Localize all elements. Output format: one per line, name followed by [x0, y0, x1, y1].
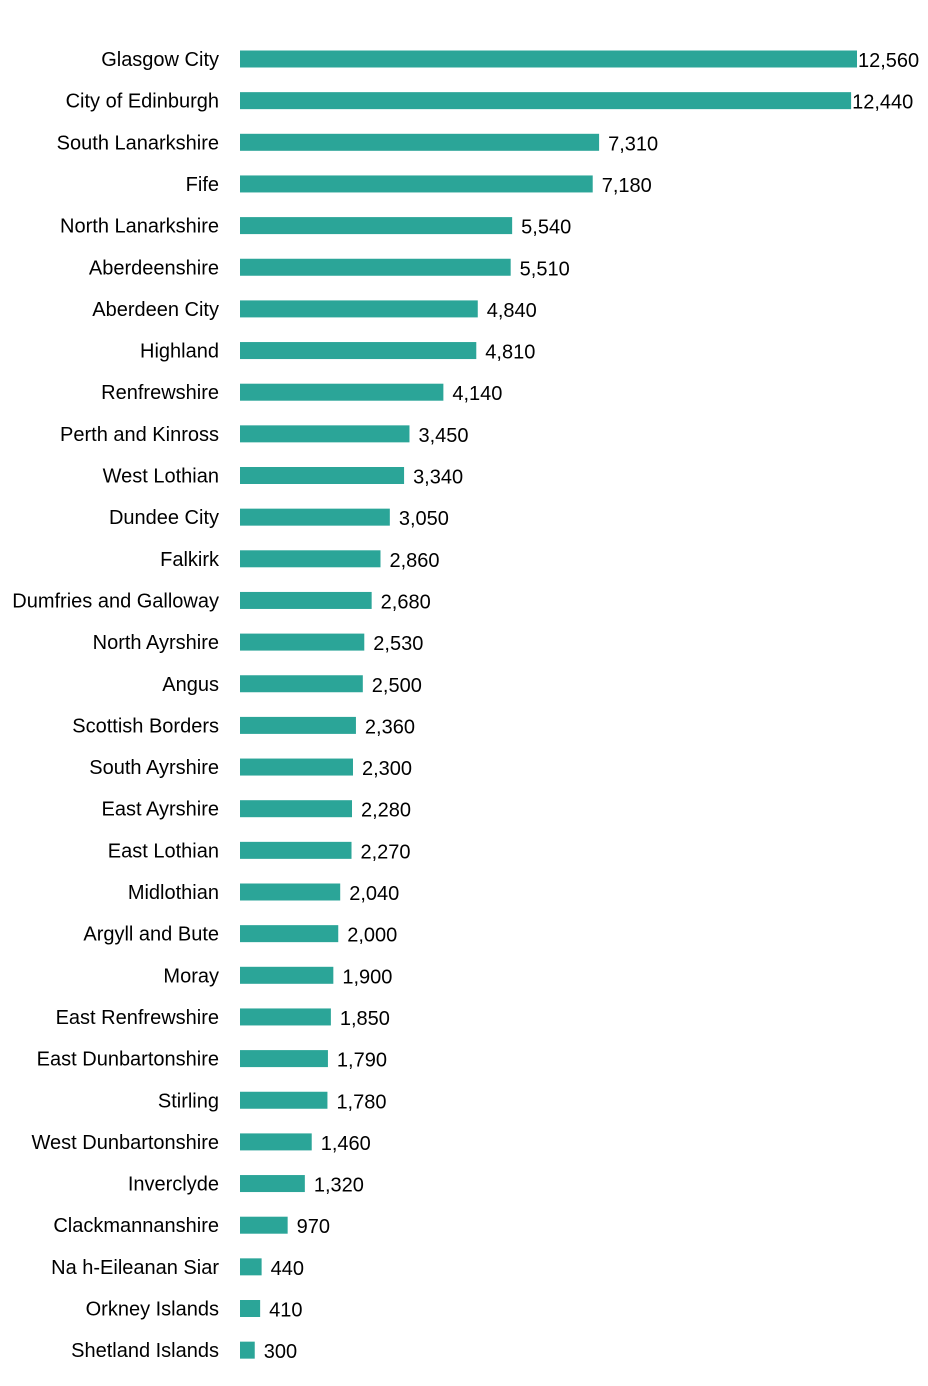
category-label: North Lanarkshire [60, 216, 219, 238]
category-label: East Dunbartonshire [37, 1049, 219, 1071]
bar [240, 1341, 255, 1359]
category-label: Midlothian [128, 882, 219, 904]
bar [240, 342, 477, 360]
category-label: Aberdeen City [92, 299, 219, 321]
chart-rows: Glasgow City 12,560 City of Edinburgh 12,44… [12, 49, 919, 1363]
value-label: 300 [264, 1341, 297, 1363]
bar [240, 1175, 305, 1193]
category-label: Orkney Islands [86, 1299, 219, 1321]
category-label: Moray [163, 965, 219, 987]
bar [240, 92, 852, 110]
bar [240, 841, 352, 859]
bar [240, 1258, 262, 1276]
value-label: 1,320 [314, 1175, 364, 1197]
category-label: East Renfrewshire [56, 1007, 219, 1029]
value-label: 1,780 [336, 1091, 386, 1113]
value-label: 7,180 [602, 175, 652, 197]
bar [240, 633, 365, 651]
bar [240, 966, 334, 984]
value-label: 2,000 [347, 925, 397, 947]
value-label: 1,900 [342, 966, 392, 988]
bar [240, 300, 478, 318]
value-label: 3,450 [418, 425, 468, 447]
category-label: Clackmannanshire [53, 1215, 219, 1237]
category-label: West Dunbartonshire [32, 1132, 220, 1154]
value-label: 5,540 [521, 217, 571, 239]
bar [240, 883, 341, 901]
category-label: Perth and Kinross [60, 424, 219, 446]
bar [240, 591, 372, 609]
value-label: 970 [297, 1216, 330, 1238]
category-label: Stirling [158, 1090, 219, 1112]
category-label: Renfrewshire [101, 382, 219, 404]
category-label: Dundee City [109, 507, 219, 529]
value-label: 1,790 [337, 1050, 387, 1072]
value-label: 2,860 [389, 550, 439, 572]
bar [240, 1091, 328, 1109]
value-label: 4,810 [485, 342, 535, 364]
category-label: Shetland Islands [71, 1340, 219, 1362]
category-label: West Lothian [103, 466, 219, 488]
bar [240, 425, 410, 443]
bar [240, 258, 511, 276]
bar [240, 50, 857, 68]
value-label: 2,270 [361, 841, 411, 863]
category-label: South Ayrshire [89, 757, 219, 779]
bar [240, 1216, 288, 1234]
bar [240, 1050, 328, 1068]
category-label: City of Edinburgh [66, 91, 219, 113]
bar [240, 383, 444, 401]
value-label: 2,300 [362, 758, 412, 780]
value-label: 7,310 [608, 133, 658, 155]
value-label: 3,050 [399, 508, 449, 530]
value-label: 2,040 [349, 883, 399, 905]
bar [240, 133, 600, 151]
value-label: 410 [269, 1300, 302, 1322]
bar [240, 925, 339, 943]
value-label: 12,560 [858, 50, 919, 72]
bar [240, 758, 353, 776]
category-label: Dumfries and Galloway [12, 590, 219, 612]
category-label: Aberdeenshire [89, 257, 219, 279]
category-label: East Lothian [108, 840, 219, 862]
value-label: 12,440 [852, 92, 913, 114]
bar [240, 508, 390, 526]
value-label: 440 [271, 1258, 304, 1280]
category-label: Falkirk [160, 549, 220, 571]
value-label: 2,280 [361, 800, 411, 822]
value-label: 4,840 [487, 300, 537, 322]
bar [240, 1008, 331, 1026]
category-label: Na h-Eileanan Siar [51, 1257, 219, 1279]
value-label: 2,360 [365, 716, 415, 738]
value-label: 2,680 [381, 591, 431, 613]
bar [240, 716, 356, 734]
bar [240, 175, 593, 193]
bar [240, 800, 353, 818]
value-label: 5,510 [520, 258, 570, 280]
bar [240, 217, 513, 235]
category-label: East Ayrshire [102, 799, 219, 821]
category-label: North Ayrshire [93, 632, 219, 654]
category-label: Argyll and Bute [83, 924, 219, 946]
category-label: Inverclyde [128, 1174, 219, 1196]
category-label: Highland [140, 341, 219, 363]
category-label: Glasgow City [101, 49, 219, 71]
category-label: South Lanarkshire [57, 132, 219, 154]
category-label: Fife [186, 174, 219, 196]
value-label: 1,460 [321, 1133, 371, 1155]
value-label: 2,500 [372, 675, 422, 697]
bar [240, 467, 405, 484]
value-label: 2,530 [373, 633, 423, 655]
value-label: 1,850 [340, 1008, 390, 1030]
bar [240, 1300, 261, 1317]
value-label: 4,140 [452, 383, 502, 405]
bar [240, 550, 381, 568]
bar [240, 1133, 312, 1151]
value-label: 3,340 [413, 467, 463, 489]
category-label: Scottish Borders [72, 715, 219, 737]
category-label: Angus [162, 674, 219, 696]
bar [240, 675, 363, 693]
